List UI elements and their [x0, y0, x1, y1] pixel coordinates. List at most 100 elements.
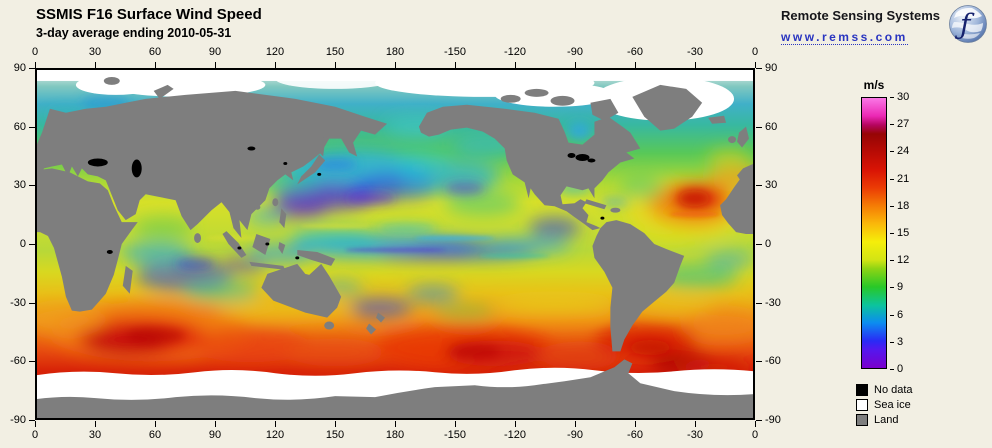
- lat-tick-mark: [29, 244, 35, 245]
- branding: Remote Sensing Systems www.remss.com ƒ: [781, 4, 988, 45]
- colorbar-tick-label: 6: [897, 308, 904, 321]
- lon-tick-mark: [275, 421, 276, 427]
- lat-tick-label: -60: [10, 355, 26, 368]
- lon-tick-mark: [35, 421, 36, 427]
- lon-tick-mark: [155, 62, 156, 68]
- lon-tick-label: -120: [503, 46, 527, 58]
- lon-tick-label: 120: [265, 46, 285, 58]
- colorbar-tick-label: 9: [897, 281, 904, 294]
- lat-tick-label: 60: [765, 120, 778, 133]
- lon-tick-mark: [455, 62, 456, 68]
- lat-tick-label: -90: [10, 414, 26, 426]
- lat-tick-label: 0: [19, 238, 26, 250]
- lat-tick-label: 30: [765, 179, 778, 192]
- lat-tick-mark: [29, 361, 35, 363]
- lon-tick-label: -30: [687, 429, 703, 441]
- colorbar-tick-mark: [890, 97, 894, 98]
- lon-tick-label: 60: [148, 46, 162, 58]
- lon-tick-label: -150: [443, 46, 467, 58]
- no-data-layer: [87, 146, 605, 260]
- lat-tick-label: 90: [13, 62, 26, 74]
- lon-tick-mark: [695, 62, 696, 68]
- branding-text: Remote Sensing Systems www.remss.com: [781, 4, 940, 45]
- latitude-axis-left: 90 60 30 0 -30 -60 -90: [0, 62, 35, 426]
- lat-tick-mark: [29, 185, 35, 187]
- lon-tick-mark: [755, 421, 756, 427]
- lon-tick-label: -150: [443, 429, 467, 441]
- remss-link[interactable]: www.remss.com: [781, 30, 908, 45]
- colorbar-tick-label: 18: [897, 199, 910, 212]
- lat-tick-mark: [756, 244, 762, 245]
- lon-tick-label: 180: [385, 429, 405, 441]
- branding-name: Remote Sensing Systems: [781, 8, 940, 23]
- wind-field-medium-features: [47, 94, 711, 359]
- map-svg: [36, 69, 754, 419]
- lat-tick-mark: [29, 420, 35, 421]
- lon-tick-label: 0: [31, 46, 39, 58]
- lon-tick-label: -60: [627, 429, 643, 441]
- lat-tick-mark: [756, 420, 762, 421]
- legend-label: No data: [874, 384, 913, 396]
- lon-tick-mark: [515, 421, 516, 427]
- colorbar-unit-label: m/s: [863, 78, 885, 92]
- header: SSMIS F16 Surface Wind Speed 3-day avera…: [36, 6, 262, 40]
- lon-tick-label: 0: [751, 429, 759, 441]
- lon-tick-mark: [575, 421, 576, 427]
- lon-tick-mark: [95, 421, 96, 427]
- colorbar-tick-label: 21: [897, 172, 910, 185]
- lat-tick-label: -90: [765, 414, 781, 426]
- lon-tick-mark: [635, 62, 636, 68]
- colorbar-tick-mark: [890, 205, 894, 207]
- colorbar-tick-label: 27: [897, 118, 910, 131]
- legend-label: Land: [874, 414, 899, 426]
- page-subtitle: 3-day average ending 2010-05-31: [36, 26, 232, 40]
- lon-tick-mark: [455, 421, 456, 427]
- lon-tick-mark: [335, 62, 336, 68]
- lon-tick-mark: [215, 421, 216, 427]
- lon-tick-mark: [275, 62, 276, 68]
- legend-row: Land: [856, 414, 913, 426]
- lat-tick-mark: [756, 126, 762, 128]
- colorbar-tick-labels: 30 27 24 21 18 15 12 9 6 3 0: [890, 91, 924, 375]
- lon-tick-label: -120: [503, 429, 527, 441]
- lat-tick-label: 90: [765, 62, 778, 74]
- colorbar-tick-mark: [890, 314, 894, 316]
- lon-tick-label: 150: [325, 429, 345, 441]
- legend-swatch: [856, 399, 868, 411]
- legend-label: Sea ice: [874, 399, 911, 411]
- lon-tick-label: -90: [567, 46, 583, 58]
- land-layer: [36, 76, 754, 419]
- lon-tick-mark: [635, 421, 636, 427]
- lon-tick-label: 0: [31, 429, 39, 441]
- legend-row: No data: [856, 384, 913, 396]
- colorbar-tick-mark: [890, 233, 894, 234]
- lon-tick-mark: [395, 62, 396, 68]
- world-wind-speed-map: [35, 68, 755, 420]
- latitude-axis-right: 90 60 30 0 -30 -60 -90: [756, 62, 792, 426]
- wind-speed-colorbar: [861, 97, 887, 369]
- lon-tick-mark: [575, 62, 576, 68]
- colorbar-tick-mark: [890, 369, 894, 370]
- lon-tick-label: 30: [88, 46, 102, 58]
- lon-tick-label: -30: [687, 46, 703, 58]
- lat-tick-label: -30: [765, 296, 781, 309]
- lon-tick-label: 0: [751, 46, 759, 58]
- lon-tick-label: 90: [208, 429, 222, 441]
- lon-tick-mark: [755, 62, 756, 68]
- longitude-axis-bottom: 0 30 60 90 120 150 180 -150 -120 -90 -60 -30 0: [32, 421, 758, 445]
- colorbar-tick-mark: [890, 287, 894, 289]
- lon-tick-mark: [335, 421, 336, 427]
- lat-tick-mark: [29, 126, 35, 128]
- lon-tick-mark: [215, 62, 216, 68]
- lon-tick-mark: [695, 421, 696, 427]
- lon-tick-label: 30: [88, 429, 102, 441]
- colorbar-tick-mark: [890, 151, 894, 153]
- colorbar-tick-label: 24: [897, 145, 910, 158]
- legend-swatch: [856, 384, 868, 396]
- lat-tick-label: 60: [13, 120, 26, 133]
- lon-tick-mark: [155, 421, 156, 427]
- map-legend: No data Sea ice Land: [856, 384, 913, 429]
- colorbar-tick-mark: [890, 178, 894, 180]
- lon-tick-label: 90: [208, 46, 222, 58]
- page-title: SSMIS F16 Surface Wind Speed: [36, 6, 262, 23]
